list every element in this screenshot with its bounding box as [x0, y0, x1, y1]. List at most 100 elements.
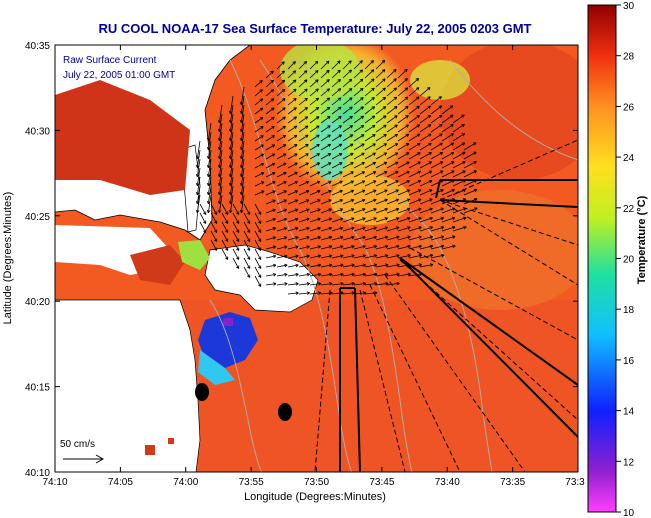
current-vector-head — [218, 210, 222, 214]
current-vector-head — [327, 60, 330, 65]
current-vector — [430, 124, 443, 133]
current-vector-head — [295, 153, 298, 157]
current-vector — [397, 68, 408, 79]
current-vector-head — [228, 137, 231, 141]
current-vector-head — [374, 273, 378, 277]
current-vector-head — [429, 226, 433, 228]
current-vector — [364, 87, 375, 97]
current-vector-head — [404, 96, 409, 98]
left-coastal-warm — [130, 245, 185, 285]
north-green-patch — [410, 60, 470, 100]
current-vector-head — [385, 283, 389, 286]
current-vector-head — [416, 96, 420, 98]
current-vector — [320, 134, 331, 142]
current-vector — [232, 221, 240, 233]
current-vector — [364, 60, 374, 70]
current-vector — [397, 189, 410, 196]
current-vector — [408, 87, 420, 97]
current-vector-head — [393, 69, 397, 71]
current-vector — [441, 245, 456, 250]
current-vector — [229, 131, 234, 150]
x-tick-label: 73:55 — [239, 477, 264, 488]
current-vector — [397, 87, 409, 97]
current-vector — [430, 254, 445, 259]
current-vector — [287, 98, 297, 106]
current-vector-head — [340, 171, 343, 175]
current-vector-head — [396, 199, 399, 202]
colorbar-tick-label: 20 — [623, 255, 635, 266]
current-vector-head — [294, 61, 296, 65]
current-vector — [430, 236, 445, 241]
station-dot-2 — [278, 403, 292, 421]
current-vector-head — [272, 70, 274, 75]
current-vector — [386, 226, 400, 232]
current-vector — [298, 199, 310, 205]
current-vector-head — [349, 97, 353, 99]
current-vector-head — [306, 153, 309, 157]
current-vector-head — [407, 245, 411, 249]
current-vector-head — [452, 235, 456, 237]
current-vector-head — [430, 236, 434, 239]
current-vector — [298, 273, 310, 277]
current-vector-head — [374, 283, 378, 286]
current-vector — [386, 96, 398, 106]
current-vector-head — [284, 254, 288, 257]
current-vector-head — [362, 134, 365, 138]
current-vector-head — [281, 88, 285, 91]
current-vector-head — [395, 106, 398, 110]
current-vector-head — [340, 292, 344, 295]
current-vector — [298, 107, 308, 115]
colorbar-tick-label: 22 — [623, 204, 635, 215]
current-vector-head — [451, 124, 454, 128]
current-vector-head — [385, 199, 388, 203]
current-vector — [240, 104, 245, 123]
colorbar-tick-label: 28 — [623, 52, 635, 63]
current-vector — [320, 70, 330, 79]
current-vector-head — [328, 153, 332, 157]
current-vector-head — [440, 142, 443, 146]
x-tick-label: 74:10 — [42, 477, 67, 488]
current-vector-head — [360, 97, 364, 99]
current-vector — [298, 255, 310, 259]
current-vector — [243, 203, 251, 215]
current-vector-head — [329, 199, 332, 203]
current-vector — [441, 133, 454, 142]
current-vector-head — [258, 230, 261, 233]
current-vector — [463, 189, 478, 196]
current-vector-head — [373, 226, 377, 228]
current-vector — [229, 194, 234, 213]
current-vector-head — [384, 226, 388, 228]
current-vector-head — [350, 88, 353, 92]
current-vector-head — [363, 255, 366, 258]
current-vector — [375, 87, 386, 97]
current-vector — [331, 88, 341, 97]
current-vector-head — [384, 97, 386, 101]
land-bay-white — [204, 244, 319, 313]
current-vector-head — [418, 244, 422, 247]
current-vector — [430, 180, 444, 187]
current-vector-head — [383, 60, 386, 64]
current-vector-head — [284, 144, 287, 148]
current-vector — [298, 125, 309, 133]
current-vector-head — [318, 273, 322, 277]
current-vector-head — [328, 144, 331, 148]
current-vector-head — [337, 97, 342, 99]
current-vector — [364, 282, 378, 286]
current-vector — [221, 230, 229, 242]
current-vector-head — [418, 208, 422, 212]
current-vector-head — [474, 142, 477, 146]
current-vector — [298, 190, 310, 196]
current-vector-head — [407, 208, 411, 212]
current-vector-head — [318, 283, 322, 286]
current-vector — [254, 230, 262, 242]
current-vector-head — [283, 70, 285, 74]
current-vector-head — [350, 69, 352, 73]
current-vector-head — [440, 161, 444, 165]
current-vector-head — [384, 124, 387, 128]
current-vector — [229, 140, 234, 159]
current-vector-head — [284, 153, 287, 157]
current-vector — [386, 106, 398, 115]
current-vector — [463, 142, 477, 151]
colorbar-tick-label: 16 — [623, 356, 635, 367]
current-vector-head — [283, 135, 287, 139]
